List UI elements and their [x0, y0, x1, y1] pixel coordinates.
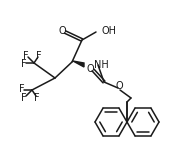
Text: F: F	[34, 93, 40, 103]
Text: NH: NH	[94, 60, 109, 70]
Text: O: O	[115, 81, 123, 91]
Text: OH: OH	[102, 26, 117, 36]
Text: F: F	[21, 93, 27, 103]
Polygon shape	[73, 61, 84, 67]
Text: F: F	[23, 51, 29, 61]
Text: O: O	[58, 26, 66, 36]
Text: O: O	[86, 64, 94, 74]
Text: F: F	[21, 59, 27, 69]
Text: F: F	[36, 51, 42, 61]
Text: F: F	[19, 84, 25, 94]
